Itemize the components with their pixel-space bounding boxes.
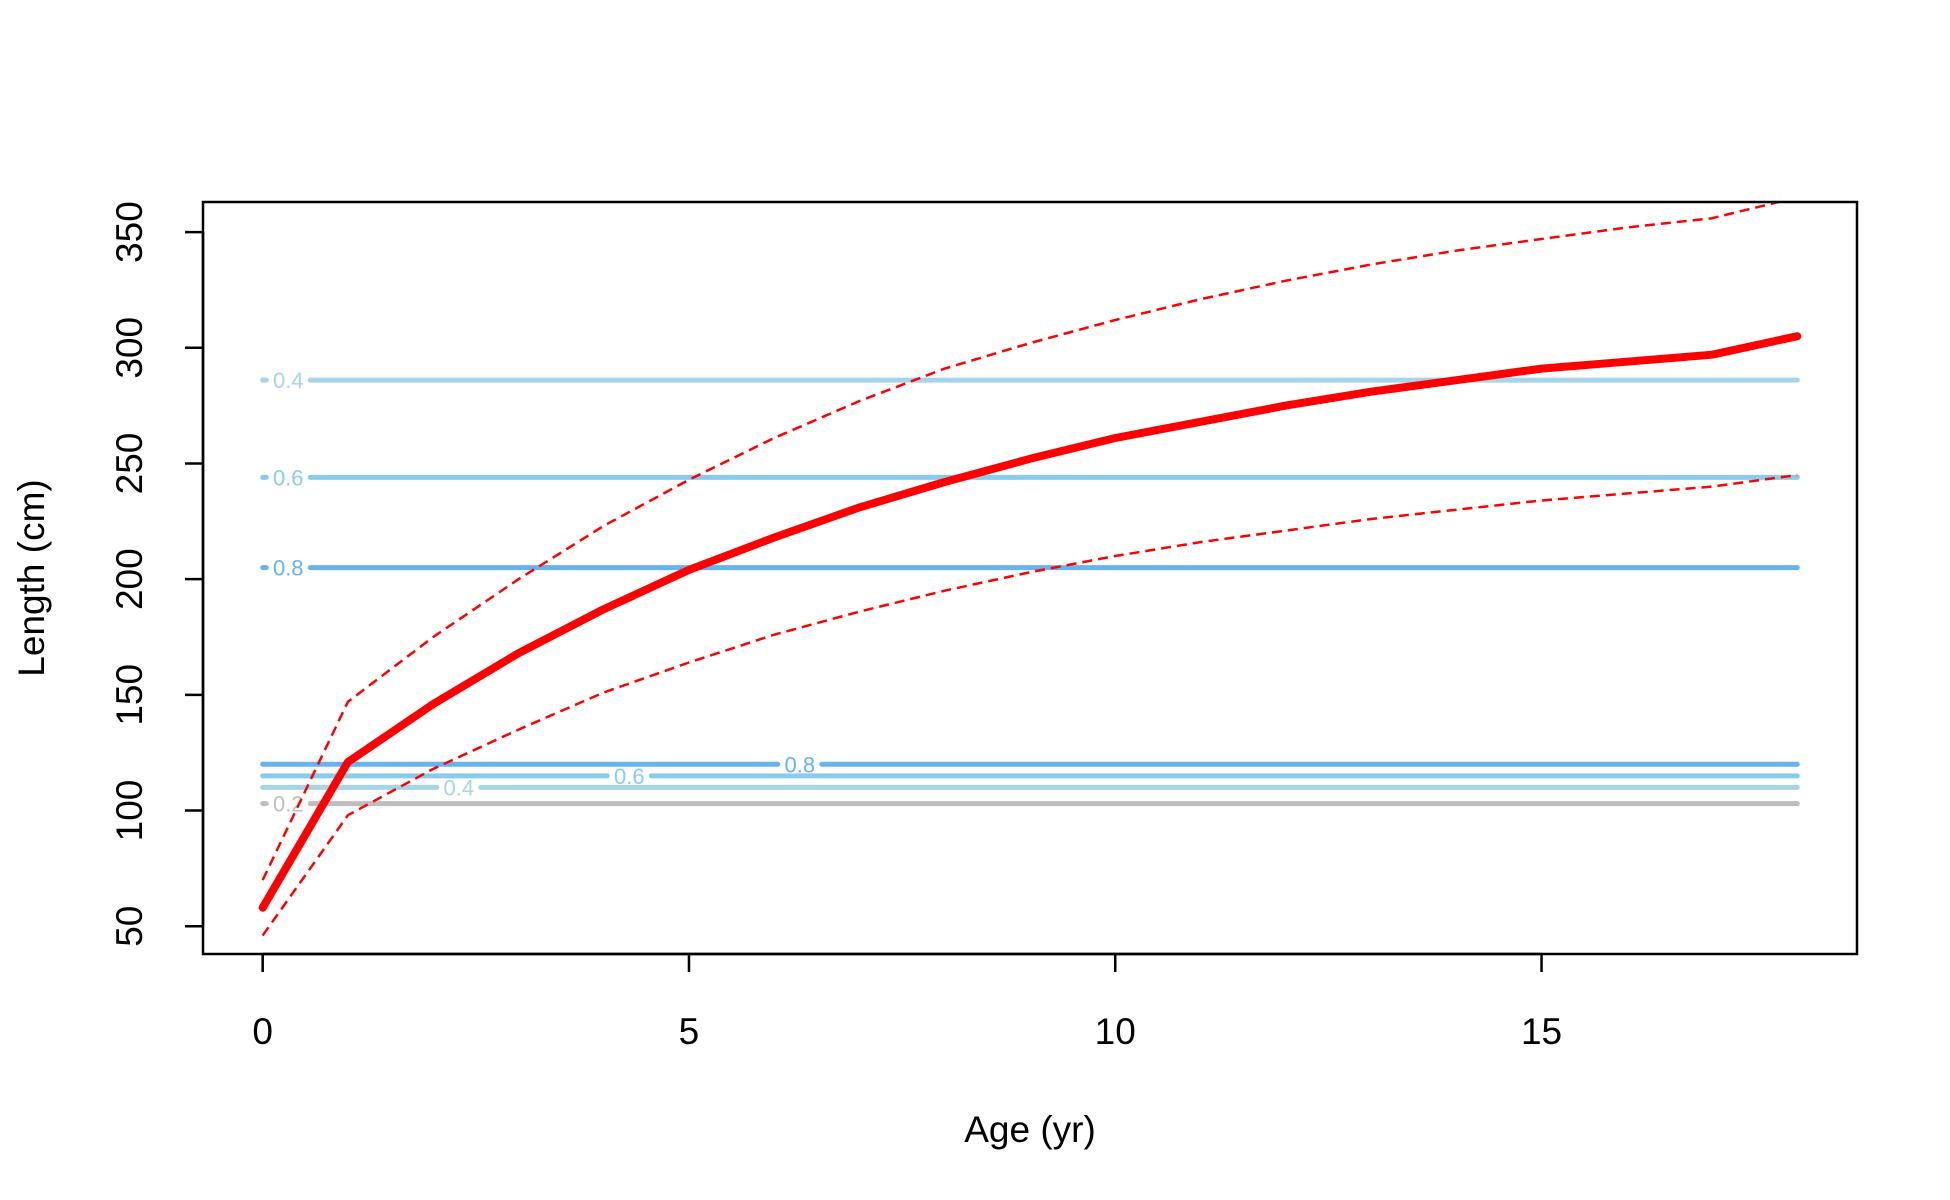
y-tick-label: 200: [109, 548, 150, 610]
y-tick-label: 300: [109, 317, 150, 379]
y-axis-title: Length (cm): [11, 479, 52, 676]
y-tick-label: 100: [109, 780, 150, 842]
contour-label: 0.6: [273, 465, 304, 490]
contour-label: 0.8: [273, 556, 304, 581]
upper-bound-line: [261, 202, 1784, 881]
y-tick-label: 150: [109, 664, 150, 726]
contour-lines: 0.40.60.80.80.60.40.2: [260, 368, 1800, 817]
x-tick-label: 10: [1095, 1011, 1136, 1052]
mean-length-line: [258, 332, 1802, 912]
contour-label: 0.8: [785, 752, 816, 777]
contour-label: 0.6: [614, 764, 645, 789]
x-tick-label: 5: [679, 1011, 700, 1052]
contour-label: 0.4: [273, 368, 304, 393]
y-tick-label: 250: [109, 433, 150, 495]
x-tick-label: 0: [252, 1011, 273, 1052]
series-lines: [258, 202, 1802, 937]
contour-label: 0.4: [443, 775, 474, 800]
x-axis: 0 5 10 15: [252, 952, 1562, 1052]
lower-bound-line: [261, 473, 1798, 937]
y-axis: 50 100 150 200 250 300 350: [109, 201, 205, 947]
x-tick-label: 15: [1521, 1011, 1562, 1052]
x-axis-title: Age (yr): [964, 1109, 1096, 1150]
y-tick-label: 50: [109, 906, 150, 947]
y-tick-label: 350: [109, 201, 150, 263]
